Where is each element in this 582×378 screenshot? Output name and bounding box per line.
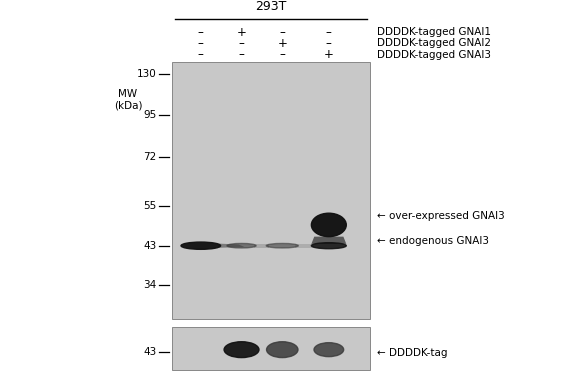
Text: +: + <box>237 26 246 39</box>
Text: +: + <box>324 48 333 61</box>
Bar <box>172 327 370 370</box>
Polygon shape <box>311 237 346 244</box>
Text: MW
(kDa): MW (kDa) <box>114 89 142 111</box>
Text: 293T: 293T <box>255 0 286 13</box>
Text: –: – <box>326 26 332 39</box>
Polygon shape <box>254 244 269 248</box>
Ellipse shape <box>314 343 343 356</box>
Text: –: – <box>198 26 204 39</box>
Text: 34: 34 <box>143 280 157 290</box>
Text: ← over-expressed GNAI3: ← over-expressed GNAI3 <box>377 211 505 221</box>
Text: ← endogenous GNAI3: ← endogenous GNAI3 <box>377 236 489 246</box>
Text: DDDDK-tagged GNAI2: DDDDK-tagged GNAI2 <box>377 39 491 48</box>
Ellipse shape <box>224 342 259 358</box>
Text: DDDDK-tagged GNAI3: DDDDK-tagged GNAI3 <box>377 50 491 60</box>
Text: DDDDK-tagged GNAI1: DDDDK-tagged GNAI1 <box>377 27 491 37</box>
Polygon shape <box>218 243 244 248</box>
Ellipse shape <box>267 342 298 358</box>
Text: –: – <box>239 37 244 50</box>
Text: –: – <box>279 48 285 61</box>
Text: –: – <box>279 26 285 39</box>
Text: 43: 43 <box>143 347 157 356</box>
Text: 130: 130 <box>137 69 157 79</box>
Text: –: – <box>326 37 332 50</box>
Text: –: – <box>239 48 244 61</box>
Ellipse shape <box>227 243 256 248</box>
Bar <box>172 62 370 319</box>
Text: 43: 43 <box>143 241 157 251</box>
Text: 55: 55 <box>143 201 157 211</box>
Ellipse shape <box>311 243 346 249</box>
Ellipse shape <box>266 243 298 248</box>
Text: –: – <box>198 48 204 61</box>
Text: 72: 72 <box>143 152 157 162</box>
Ellipse shape <box>311 213 346 237</box>
Text: 95: 95 <box>143 110 157 120</box>
Text: –: – <box>198 37 204 50</box>
Ellipse shape <box>181 242 221 249</box>
Text: +: + <box>278 37 287 50</box>
Text: ← DDDDK-tag: ← DDDDK-tag <box>377 349 448 358</box>
Polygon shape <box>295 244 314 248</box>
